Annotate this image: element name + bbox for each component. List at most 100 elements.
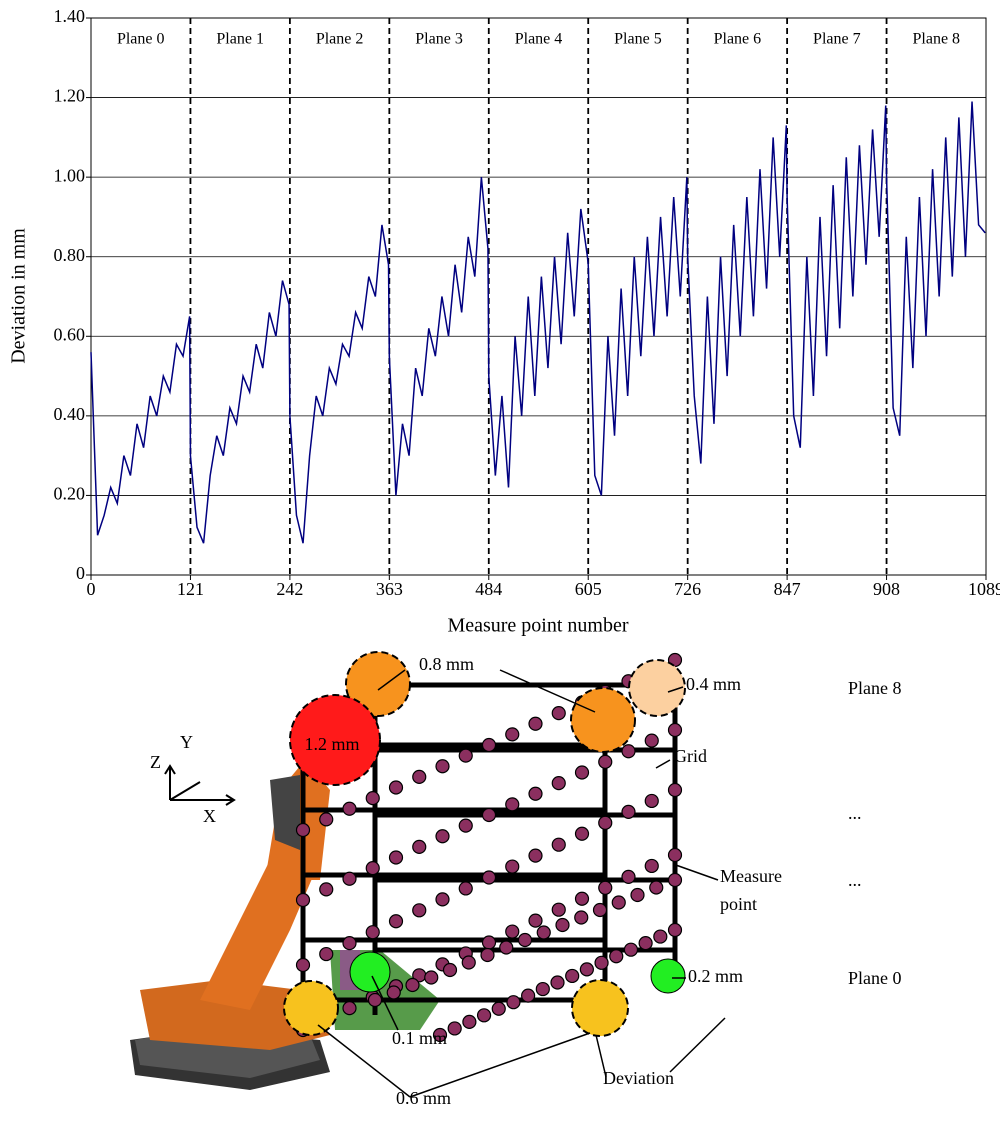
measure-point — [667, 782, 683, 798]
measure-point — [365, 791, 380, 806]
measure-point — [319, 882, 334, 897]
measure-point — [644, 858, 659, 874]
measure-point — [598, 754, 613, 769]
measure-point — [491, 1001, 506, 1016]
measure-point — [365, 925, 380, 940]
measure-point — [342, 936, 357, 951]
measure-point — [574, 891, 590, 906]
x-tick-label: 847 — [774, 579, 801, 599]
x-tick-label: 0 — [87, 579, 96, 599]
coord-axes — [164, 764, 236, 806]
axis-y-label: Y — [180, 732, 193, 752]
measure-point — [644, 793, 659, 809]
measure-point — [461, 955, 476, 970]
measure-point — [388, 850, 404, 865]
measure-point — [412, 839, 427, 854]
measure-point — [667, 722, 683, 738]
measure-point — [551, 902, 566, 917]
axis-z-label: Z — [150, 752, 161, 772]
label-04: 0.4 mm — [686, 674, 741, 694]
measure-point — [535, 981, 550, 997]
measure-point — [367, 992, 383, 1008]
measure-point — [458, 818, 473, 833]
measure-point — [594, 955, 609, 970]
y-tick-label: 1.20 — [54, 86, 86, 106]
deviation-circle — [628, 659, 686, 717]
axis-x-label: X — [203, 806, 216, 826]
measure-point — [295, 822, 311, 838]
measure-point — [521, 988, 536, 1003]
measure-point — [592, 902, 608, 918]
measure-point — [609, 949, 624, 964]
plane-label: Plane 4 — [515, 31, 563, 48]
measure-point — [424, 970, 439, 985]
measure-point — [481, 870, 497, 885]
measure-point — [405, 977, 420, 993]
measure-point — [555, 917, 570, 933]
measure-point — [319, 812, 334, 827]
plane-label: Plane 7 — [813, 31, 861, 48]
measure-point — [551, 776, 566, 791]
measure-point — [574, 910, 589, 925]
measure-point — [435, 759, 450, 774]
measure-point — [342, 801, 357, 816]
x-tick-label: 908 — [873, 579, 900, 599]
measure-point — [638, 936, 653, 951]
measure-point — [550, 975, 565, 990]
measure-point — [505, 859, 520, 874]
x-tick-label: 242 — [276, 579, 303, 599]
measure-point — [505, 924, 520, 939]
deviation-circle — [571, 979, 629, 1037]
measure-point — [574, 826, 590, 841]
measure-point — [432, 1027, 448, 1043]
measure-grid: 1.2 mm — [283, 651, 686, 1043]
plane-label: Plane 8 — [913, 31, 961, 48]
measure-point — [621, 804, 636, 819]
y-tick-label: 0.20 — [54, 484, 86, 504]
measure-label: Measure — [720, 866, 782, 886]
measure-point — [476, 1008, 492, 1023]
deviation-label: Deviation — [603, 1068, 674, 1088]
measure-point — [528, 716, 543, 731]
x-tick-label: 484 — [475, 579, 502, 599]
measure-point — [342, 871, 357, 886]
plane-label: Plane 3 — [415, 31, 463, 48]
measure-point — [536, 925, 551, 940]
deviation-circle — [570, 687, 636, 753]
measure-point — [574, 765, 590, 780]
measure-point — [295, 957, 311, 973]
label-06: 0.6 mm — [396, 1088, 451, 1108]
deviation-circle — [650, 958, 686, 994]
plane-label: Plane 6 — [714, 31, 762, 48]
y-tick-label: 1.00 — [54, 165, 86, 185]
label-08: 0.8 mm — [419, 654, 474, 674]
measure-point — [621, 869, 636, 884]
measure-point — [481, 935, 497, 950]
y-tick-label: 0.40 — [54, 404, 86, 424]
measure-point — [528, 786, 543, 801]
measure-point — [458, 748, 473, 763]
measure-point — [517, 932, 533, 948]
measure-point — [505, 727, 520, 742]
x-tick-label: 726 — [674, 579, 701, 599]
x-tick-label: 1089 — [968, 579, 1000, 599]
measure-point — [435, 892, 450, 907]
y-tick-label: 0.60 — [54, 324, 86, 344]
measure-point — [623, 942, 639, 957]
measure-point — [565, 968, 580, 984]
x-tick-label: 363 — [376, 579, 403, 599]
plane-label: Plane 2 — [316, 31, 364, 48]
ellipsis: ... — [848, 803, 862, 823]
ellipsis: ... — [848, 870, 862, 890]
measure-point — [388, 914, 404, 929]
deviation-circle — [349, 951, 391, 993]
measure-point — [667, 922, 683, 938]
measure-point — [505, 797, 520, 812]
label-12: 1.2 mm — [304, 734, 359, 754]
measure-point — [528, 913, 543, 928]
plane-8-label: Plane 8 — [848, 678, 902, 698]
measure-point — [435, 829, 450, 844]
measure-point — [667, 872, 683, 888]
measure-point — [365, 861, 380, 876]
y-tick-label: 1.40 — [54, 6, 86, 26]
